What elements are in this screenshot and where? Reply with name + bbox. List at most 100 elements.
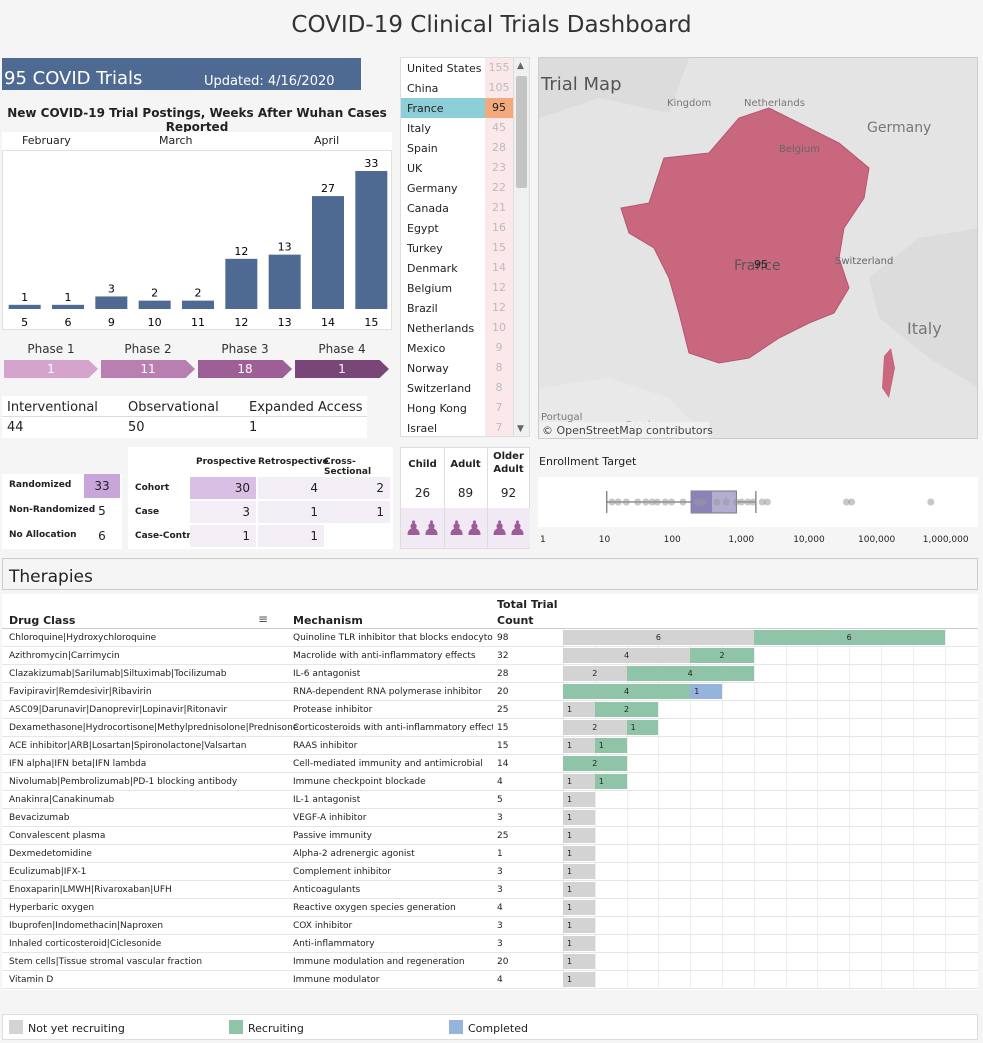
status-segment[interactable]: 1 [563, 936, 595, 951]
status-segment[interactable]: 2 [594, 702, 659, 717]
scroll-up-icon[interactable]: ▲ [517, 61, 524, 71]
phase-chevron[interactable]: 18 [198, 360, 292, 378]
country-row[interactable]: Switzerland 8 [401, 378, 513, 398]
enrollment-plot[interactable] [538, 477, 978, 527]
country-row[interactable]: Canada 21 [401, 198, 513, 218]
country-row[interactable]: UK 23 [401, 158, 513, 178]
country-row[interactable]: Brazil 12 [401, 298, 513, 318]
table-row[interactable]: ASC09|Darunavir|Danoprevir|Lopinavir|Rit… [2, 701, 978, 719]
drug-class-header[interactable]: Drug Class [9, 614, 76, 627]
country-row[interactable]: Spain 28 [401, 138, 513, 158]
trial-map[interactable]: Trial Map Kingdom Netherlands Germany Be… [538, 57, 978, 439]
phase-chevron[interactable]: 1 [4, 360, 98, 378]
country-row[interactable]: Italy 45 [401, 118, 513, 138]
france-shape[interactable] [620, 107, 870, 364]
allocation-label[interactable]: No Allocation [9, 530, 77, 540]
status-segment[interactable]: 1 [563, 918, 595, 933]
status-segment[interactable]: 1 [563, 738, 595, 753]
phase-chevron[interactable]: 1 [295, 360, 389, 378]
table-row[interactable]: Inhaled corticosteroid|Ciclesonide Anti-i… [2, 935, 978, 953]
status-segment[interactable]: 6 [563, 630, 754, 645]
status-segment[interactable]: 2 [563, 666, 627, 681]
design-row-label[interactable]: Case-Control [135, 531, 201, 541]
legend-swatch[interactable] [9, 1020, 23, 1034]
status-segment[interactable]: 4 [626, 666, 754, 681]
bar[interactable] [268, 254, 301, 309]
design-row-label[interactable]: Case [135, 507, 160, 517]
bar[interactable] [225, 258, 258, 309]
bar[interactable] [355, 171, 388, 309]
legend-label[interactable]: Not yet recruiting [28, 1022, 125, 1035]
country-row[interactable]: Israel 7 [401, 418, 513, 436]
status-segment[interactable]: 1 [563, 954, 595, 969]
table-row[interactable]: Clazakizumab|Sarilumab|Siltuximab|Tocili… [2, 665, 978, 683]
allocation-label[interactable]: Randomized [9, 480, 72, 490]
table-row[interactable]: Dexmedetomidine Alpha-2 adrenergic agonis… [2, 845, 978, 863]
table-row[interactable]: Hyperbaric oxygen Reactive oxygen species… [2, 899, 978, 917]
table-row[interactable]: Favipiravir|Remdesivir|Ribavirin RNA-depe… [2, 683, 978, 701]
status-segment[interactable]: 1 [563, 810, 595, 825]
status-segment[interactable]: 2 [563, 720, 627, 735]
country-row[interactable]: Belgium 12 [401, 278, 513, 298]
country-list[interactable]: ▲ ▼ United States 155 China 105 France 95 Ital… [400, 57, 530, 437]
table-row[interactable]: Convalescent plasma Passive immunity 25 1 [2, 827, 978, 845]
status-segment[interactable]: 1 [563, 864, 595, 879]
study-type-label[interactable]: Interventional [7, 400, 98, 415]
bar[interactable] [95, 296, 128, 309]
table-row[interactable]: Anakinra|Canakinumab IL-1 antagonist 5 1 [2, 791, 978, 809]
country-row[interactable]: Netherlands 10 [401, 318, 513, 338]
status-segment[interactable]: 1 [563, 828, 595, 843]
allocation-label[interactable]: Non-Randomized [9, 505, 96, 515]
status-segment[interactable]: 4 [563, 684, 691, 699]
legend-label[interactable]: Recruiting [248, 1022, 304, 1035]
legend-swatch[interactable] [449, 1020, 463, 1034]
scroll-down-icon[interactable]: ▼ [517, 424, 524, 434]
bar[interactable] [8, 304, 41, 309]
bar[interactable] [52, 304, 84, 309]
age-group-label[interactable]: Adult [450, 459, 481, 470]
status-segment[interactable]: 1 [563, 792, 595, 807]
phase-chevron[interactable]: 11 [101, 360, 195, 378]
country-row[interactable]: Egypt 16 [401, 218, 513, 238]
bar[interactable] [312, 196, 344, 309]
status-segment[interactable]: 6 [753, 630, 945, 645]
study-type-label[interactable]: Expanded Access [249, 400, 363, 415]
country-row[interactable]: Norway 8 [401, 358, 513, 378]
status-segment[interactable]: 1 [563, 774, 595, 789]
age-group-label[interactable]: Child [408, 459, 437, 470]
map-credit[interactable]: © OpenStreetMap contributors [542, 424, 713, 437]
table-row[interactable]: Eculizumab|IFX-1 Complement inhibitor 3 1 [2, 863, 978, 881]
status-segment[interactable]: 2 [563, 756, 627, 771]
status-segment[interactable]: 1 [563, 900, 595, 915]
country-row[interactable]: Turkey 15 [401, 238, 513, 258]
table-row[interactable]: Enoxaparin|LMWH|Rivaroxaban|UFH Anticoagu… [2, 881, 978, 899]
status-segment[interactable]: 1 [563, 882, 595, 897]
table-row[interactable]: Nivolumab|Pembrolizumab|PD-1 blocking an… [2, 773, 978, 791]
status-segment[interactable]: 1 [563, 702, 595, 717]
age-group-label[interactable]: Older Adult [493, 451, 524, 475]
table-row[interactable]: Stem cells|Tissue stromal vascular fract… [2, 953, 978, 971]
table-row[interactable]: Ibuprofen|Indomethacin|Naproxen COX inhib… [2, 917, 978, 935]
design-row-label[interactable]: Cohort [135, 483, 170, 493]
status-segment[interactable]: 4 [563, 648, 691, 663]
scrollbar-thumb[interactable] [516, 76, 527, 188]
legend-label[interactable]: Completed [468, 1022, 528, 1035]
country-row[interactable]: China 105 [401, 78, 513, 98]
status-segment[interactable]: 1 [563, 846, 595, 861]
table-row[interactable]: Vitamin D Immune modulator 4 1 [2, 971, 978, 989]
country-row[interactable]: United States 155 [401, 58, 513, 78]
table-row[interactable]: Chloroquine|Hydroxychloroquine Quinoline … [2, 629, 978, 647]
study-type-label[interactable]: Observational [128, 400, 219, 415]
table-row[interactable]: Bevacizumab VEGF-A inhibitor 3 1 [2, 809, 978, 827]
table-row[interactable]: Azithromycin|Carrimycin Macrolide with an… [2, 647, 978, 665]
country-row[interactable]: Hong Kong 7 [401, 398, 513, 418]
status-segment[interactable]: 1 [626, 720, 659, 735]
legend-swatch[interactable] [229, 1020, 243, 1034]
country-row[interactable]: Mexico 9 [401, 338, 513, 358]
status-segment[interactable]: 1 [594, 774, 627, 789]
country-row[interactable]: France 95 [401, 98, 513, 118]
mechanism-header[interactable]: Mechanism [293, 614, 363, 627]
bar[interactable] [182, 300, 214, 309]
status-segment[interactable]: 1 [690, 684, 722, 699]
country-list-scrollbar[interactable]: ▲ ▼ [513, 58, 529, 436]
